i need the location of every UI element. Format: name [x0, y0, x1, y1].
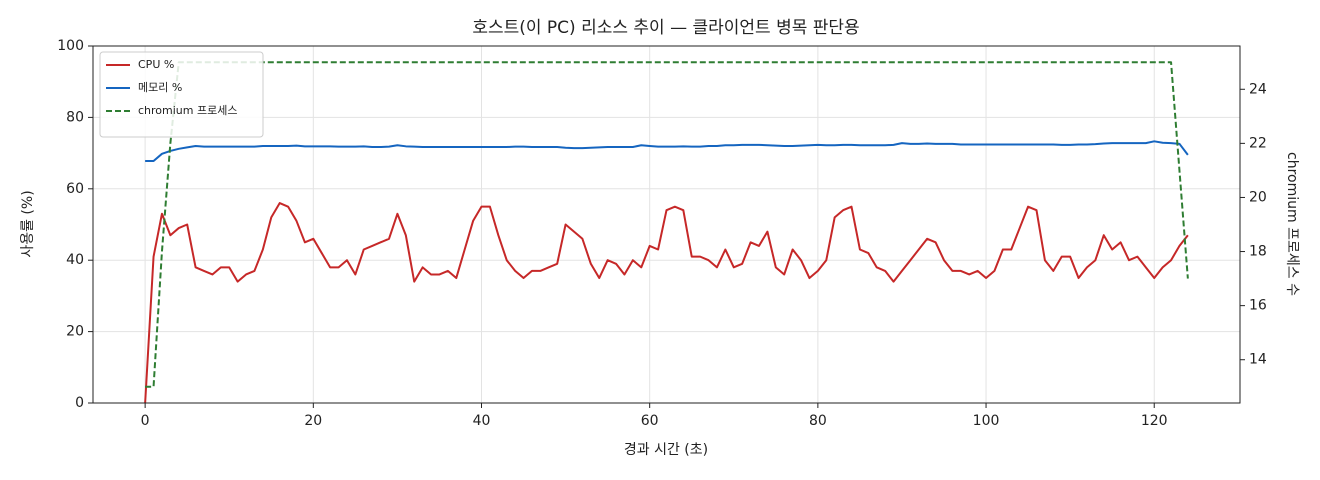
y-axis-label: 사용률 (%)	[20, 190, 36, 257]
x-tick-label: 20	[304, 413, 322, 429]
y2-tick-label: 14	[1249, 352, 1267, 368]
series-line	[145, 61, 1189, 388]
legend-box	[99, 51, 264, 138]
legend-label: chromium 프로세스	[138, 104, 237, 117]
y2-tick-label: 22	[1249, 135, 1267, 151]
series-line	[144, 202, 1189, 404]
x-tick-label: 0	[141, 413, 150, 429]
x-tick-label: 80	[809, 413, 827, 429]
y2-tick-label: 24	[1249, 81, 1267, 97]
grid	[93, 45, 1240, 404]
y-tick-label: 80	[66, 109, 84, 125]
x-tick-label: 100	[973, 413, 1000, 429]
legend-label: 메모리 %	[138, 81, 182, 94]
legend-label: CPU %	[138, 58, 174, 71]
chart-title: 호스트(이 PC) 리소스 추이 — 클라이언트 병목 판단용	[472, 18, 859, 38]
y-tick-label: 0	[75, 395, 84, 411]
y-tick-label: 60	[66, 181, 84, 197]
x-axis-label: 경과 시간 (초)	[624, 442, 708, 458]
x-tick-label: 120	[1141, 413, 1168, 429]
plot-area	[144, 61, 1189, 404]
x-tick-label: 60	[641, 413, 659, 429]
y2-tick-label: 20	[1249, 189, 1267, 205]
axes-frame	[92, 45, 1241, 404]
y2-tick-label: 16	[1249, 298, 1267, 314]
y-tick-label: 100	[57, 38, 84, 54]
x-tick-label: 40	[473, 413, 491, 429]
y2-tick-label: 18	[1249, 244, 1267, 260]
y-tick-label: 40	[66, 252, 84, 268]
y2-axis-label: chromium 프로세스 수	[1284, 152, 1300, 296]
series-line	[145, 140, 1189, 162]
legend: CPU % 메모리 % chromium 프로세스	[99, 51, 264, 138]
y-tick-label: 20	[66, 324, 84, 340]
